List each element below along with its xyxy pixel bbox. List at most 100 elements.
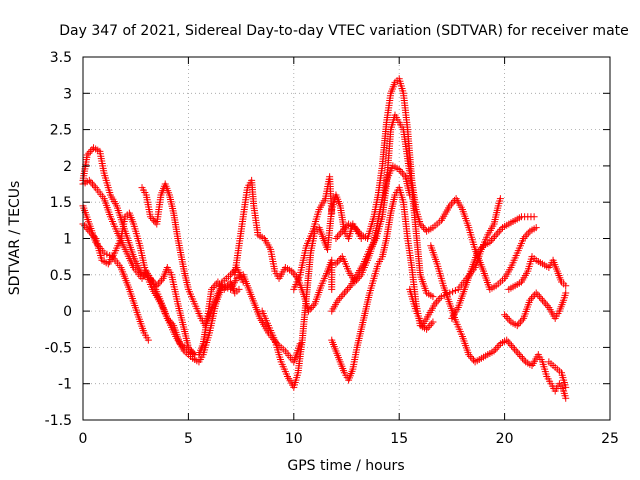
- data-point: [144, 336, 152, 344]
- data-point: [421, 225, 429, 233]
- series-arc-14: [427, 242, 570, 402]
- data-point: [211, 282, 219, 290]
- data-point: [429, 293, 437, 301]
- data-point: [562, 383, 570, 391]
- data-point: [158, 276, 166, 284]
- data-point: [491, 233, 499, 241]
- data-point: [208, 285, 216, 293]
- data-point: [537, 294, 545, 302]
- data-point: [470, 356, 478, 364]
- y-tick-label: 3: [63, 86, 72, 102]
- data-point: [539, 296, 547, 304]
- data-point: [289, 269, 297, 277]
- data-point: [540, 298, 548, 306]
- data-point: [165, 316, 173, 324]
- data-point: [520, 356, 528, 364]
- data-point: [447, 200, 455, 208]
- data-point: [542, 300, 550, 308]
- data-point: [209, 284, 217, 292]
- data-point: [543, 302, 551, 310]
- data-point: [150, 216, 158, 224]
- data-point: [85, 227, 93, 235]
- series-arc-9: [328, 184, 437, 384]
- data-point: [515, 351, 523, 359]
- data-point: [163, 314, 171, 322]
- data-point: [88, 180, 96, 188]
- data-point: [489, 235, 497, 242]
- data-point: [337, 229, 345, 237]
- data-point: [518, 316, 526, 324]
- data-point: [513, 322, 521, 330]
- y-tick-label: 1: [63, 232, 72, 248]
- series-arc-15: [448, 213, 538, 322]
- data-point: [338, 227, 346, 235]
- data-point: [344, 285, 352, 293]
- series-arc-16: [501, 289, 570, 330]
- data-point: [433, 298, 441, 306]
- data-point: [562, 282, 570, 290]
- data-point: [334, 233, 342, 241]
- data-point: [517, 352, 525, 360]
- data-point: [466, 352, 474, 360]
- series-arc-12: [332, 162, 414, 286]
- data-point: [429, 318, 437, 326]
- data-point: [534, 291, 542, 299]
- data-point: [515, 320, 523, 328]
- data-point: [343, 222, 351, 230]
- data-point: [335, 256, 343, 264]
- x-tick-label: 20: [496, 431, 514, 447]
- x-tick-label: 25: [601, 431, 619, 447]
- data-point: [87, 229, 95, 237]
- data-point: [335, 231, 343, 239]
- data-point: [336, 294, 344, 302]
- data-point: [423, 325, 431, 333]
- data-point: [492, 231, 500, 239]
- data-point: [487, 236, 495, 244]
- data-point: [506, 340, 514, 348]
- y-tick-label: -1: [58, 377, 72, 393]
- x-tick-label: 5: [184, 431, 193, 447]
- data-point: [235, 285, 243, 293]
- data-point: [493, 343, 501, 351]
- y-tick-label: -1.5: [45, 413, 72, 429]
- data-point: [530, 213, 538, 221]
- data-point: [342, 287, 350, 295]
- data-point: [90, 182, 98, 190]
- data-point: [503, 336, 511, 344]
- data-point: [328, 209, 336, 217]
- y-tick-label: 2: [63, 159, 72, 175]
- x-axis-label: GPS time / hours: [287, 458, 404, 474]
- series-arc-3: [79, 202, 152, 344]
- data-point: [351, 278, 359, 286]
- data-point: [87, 178, 95, 186]
- series-arc-8: [290, 173, 336, 293]
- data-point: [504, 338, 512, 346]
- data-point: [400, 171, 408, 179]
- data-point: [496, 195, 504, 203]
- data-point: [398, 169, 406, 177]
- data-point: [449, 198, 457, 206]
- data-point: [341, 224, 349, 232]
- data-point: [332, 235, 340, 242]
- data-point: [90, 233, 98, 241]
- data-point: [523, 231, 531, 239]
- chart-title: Day 347 of 2021, Sidereal Day-to-day VTE…: [59, 23, 629, 39]
- data-point: [306, 305, 314, 313]
- data-point: [86, 147, 94, 155]
- data-point: [353, 276, 361, 284]
- y-tick-label: 0: [63, 304, 72, 320]
- data-point: [419, 224, 427, 232]
- data-point: [426, 322, 434, 330]
- data-point: [495, 227, 503, 235]
- data-point: [239, 278, 247, 286]
- data-point: [434, 296, 442, 304]
- data-point: [356, 229, 364, 237]
- series-arc-18: [545, 358, 570, 391]
- data-point: [526, 296, 534, 304]
- data-point: [507, 342, 515, 350]
- data-point: [309, 302, 317, 310]
- axis-ticks: [82, 56, 611, 421]
- data-point: [532, 224, 540, 232]
- data-point: [418, 222, 426, 230]
